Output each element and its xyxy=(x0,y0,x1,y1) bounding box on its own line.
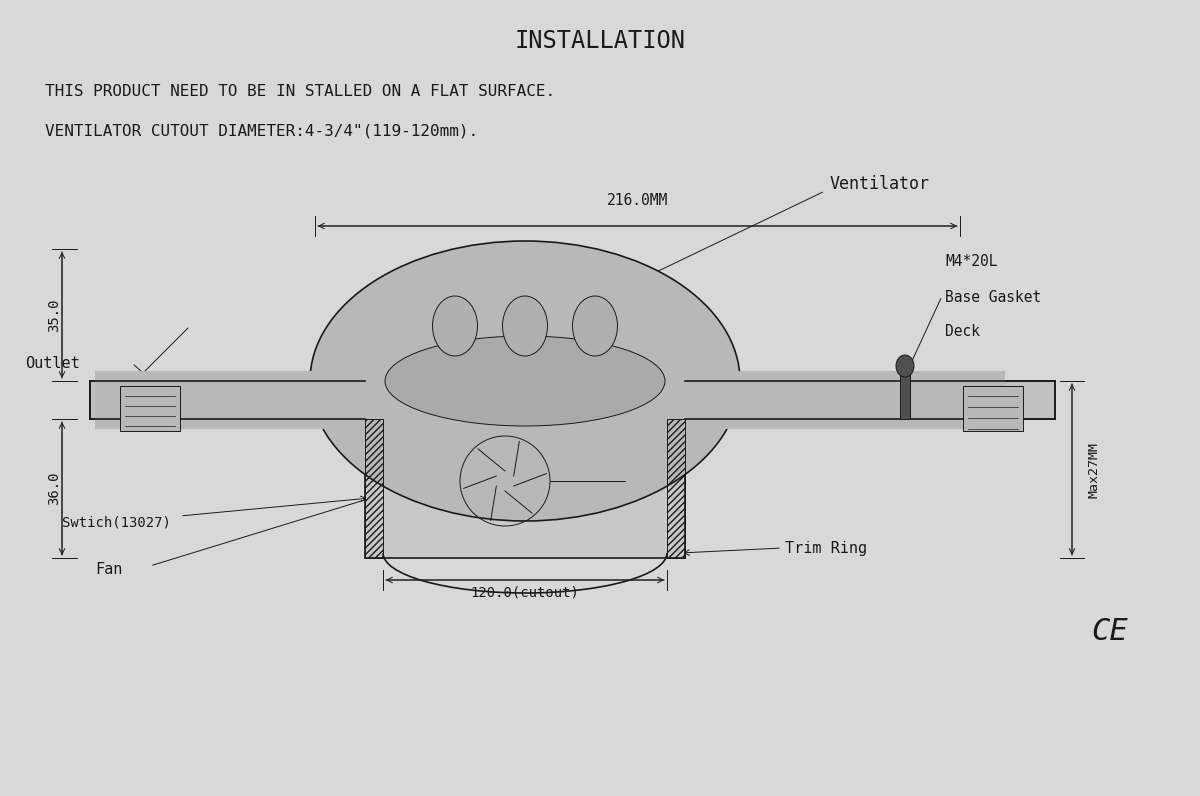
Ellipse shape xyxy=(310,241,740,521)
Text: 36.0: 36.0 xyxy=(47,472,61,505)
Text: Deck: Deck xyxy=(946,323,980,338)
Text: Ventilator: Ventilator xyxy=(830,175,930,193)
Ellipse shape xyxy=(503,296,547,356)
Bar xyxy=(667,419,685,558)
Bar xyxy=(365,419,685,558)
Text: Trim Ring: Trim Ring xyxy=(785,540,868,556)
Text: 216.0MM: 216.0MM xyxy=(607,193,668,208)
Text: INSTALLATION: INSTALLATION xyxy=(515,29,685,53)
Bar xyxy=(964,386,1024,431)
Bar xyxy=(365,419,383,558)
Text: Outlet: Outlet xyxy=(25,356,79,370)
Ellipse shape xyxy=(432,296,478,356)
Ellipse shape xyxy=(385,336,665,426)
Ellipse shape xyxy=(572,296,618,356)
Text: Fan: Fan xyxy=(95,563,122,578)
Text: 120.0(cutout): 120.0(cutout) xyxy=(470,585,580,599)
Text: M4*20L: M4*20L xyxy=(946,253,997,268)
Text: CE: CE xyxy=(1092,616,1128,646)
Bar xyxy=(685,381,1055,419)
Text: Swtich(13027): Swtich(13027) xyxy=(62,516,170,530)
Ellipse shape xyxy=(896,355,914,377)
Text: VENTILATOR CUTOUT DIAMETER:4-3/4"(119-120mm).: VENTILATOR CUTOUT DIAMETER:4-3/4"(119-12… xyxy=(46,123,478,139)
Bar xyxy=(90,381,365,419)
Text: THIS PRODUCT NEED TO BE IN STALLED ON A FLAT SURFACE.: THIS PRODUCT NEED TO BE IN STALLED ON A … xyxy=(46,84,556,99)
Bar xyxy=(95,371,1006,429)
Bar xyxy=(900,364,910,419)
Text: Base Gasket: Base Gasket xyxy=(946,291,1042,306)
Text: 35.0: 35.0 xyxy=(47,298,61,332)
Text: Max27MM: Max27MM xyxy=(1087,442,1100,498)
Bar xyxy=(120,386,180,431)
